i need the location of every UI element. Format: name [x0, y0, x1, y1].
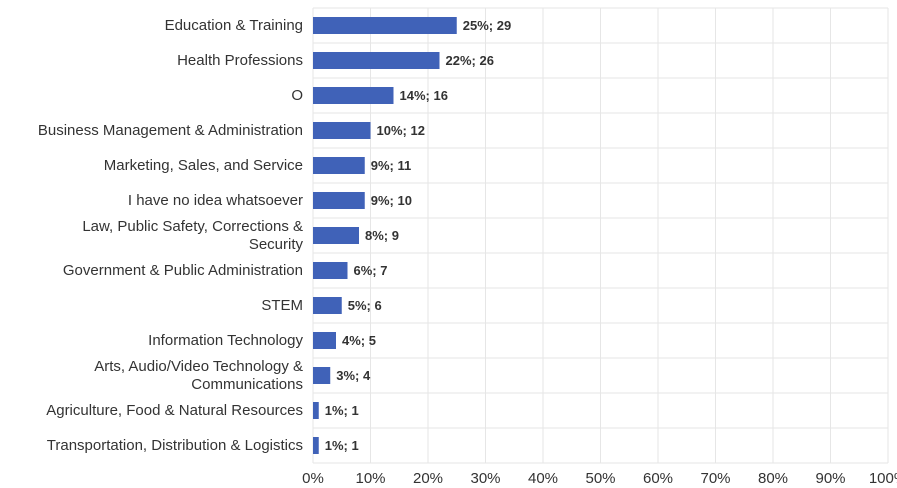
value-label: 9%; 10: [371, 193, 412, 208]
value-label: 6%; 7: [354, 263, 388, 278]
bar: [313, 367, 331, 384]
value-label: 5%; 6: [348, 298, 382, 313]
x-tick-label: 80%: [758, 470, 788, 487]
x-tick-label: 20%: [413, 470, 443, 487]
y-tick-label: O: [291, 86, 303, 104]
value-label: 4%; 5: [342, 333, 376, 348]
y-tick-label: Business Management & Administration: [37, 121, 303, 139]
x-tick-label: 0%: [302, 470, 324, 487]
value-label: 25%; 29: [463, 18, 511, 33]
x-tick-label: 40%: [528, 470, 558, 487]
y-tick-label: Arts, Audio/Video Technology & Communica…: [94, 357, 303, 393]
y-tick-label: Government & Public Administration: [62, 261, 303, 279]
y-tick-label: Transportation, Distribution & Logistics: [46, 436, 303, 454]
y-tick-label: Information Technology: [148, 331, 303, 349]
y-tick-label: Health Professions: [177, 51, 303, 69]
x-tick-label: 50%: [585, 470, 615, 487]
x-tick-label: 70%: [700, 470, 730, 487]
bar: [313, 17, 457, 34]
y-tick-label: Agriculture, Food & Natural Resources: [46, 401, 303, 419]
value-label: 3%; 4: [336, 368, 371, 383]
x-tick-label: 60%: [643, 470, 673, 487]
bar: [313, 402, 319, 419]
bar: [313, 87, 394, 104]
value-label: 8%; 9: [365, 228, 399, 243]
bar: [313, 262, 348, 279]
value-label: 1%; 1: [325, 438, 359, 453]
value-label: 14%; 16: [400, 88, 448, 103]
value-label: 9%; 11: [371, 158, 411, 173]
value-label: 22%; 26: [446, 53, 494, 68]
bar: [313, 332, 336, 349]
y-tick-label: STEM: [261, 296, 303, 314]
y-tick-label: Law, Public Safety, Corrections & Securi…: [82, 217, 303, 253]
bar: [313, 437, 319, 454]
bar: [313, 52, 440, 69]
value-label: 10%; 12: [377, 123, 425, 138]
y-tick-label: I have no idea whatsoever: [127, 191, 303, 209]
bar: [313, 192, 365, 209]
x-tick-label: 100%: [869, 470, 897, 487]
y-tick-label: Marketing, Sales, and Service: [103, 156, 303, 174]
bar: [313, 297, 342, 314]
bar: [313, 227, 359, 244]
y-tick-label: Education & Training: [164, 16, 303, 34]
x-tick-label: 10%: [355, 470, 385, 487]
value-label: 1%; 1: [325, 403, 359, 418]
x-tick-label: 90%: [815, 470, 845, 487]
bar: [313, 157, 365, 174]
x-tick-label: 30%: [470, 470, 500, 487]
bar: [313, 122, 371, 139]
